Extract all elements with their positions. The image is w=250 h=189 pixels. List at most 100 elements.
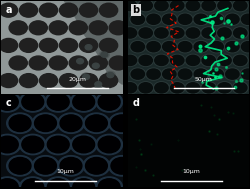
Circle shape (9, 56, 27, 70)
Circle shape (9, 21, 27, 35)
Circle shape (218, 55, 231, 66)
Circle shape (34, 115, 56, 132)
Circle shape (130, 41, 146, 53)
Circle shape (86, 115, 107, 132)
Circle shape (100, 51, 109, 58)
Circle shape (98, 136, 120, 153)
Circle shape (138, 82, 154, 94)
Circle shape (224, 68, 240, 80)
Circle shape (209, 41, 224, 53)
Circle shape (58, 113, 84, 133)
Circle shape (45, 134, 72, 155)
Circle shape (169, 27, 185, 39)
Circle shape (83, 74, 89, 80)
Circle shape (155, 83, 168, 93)
Circle shape (201, 0, 216, 12)
Circle shape (154, 82, 169, 94)
Circle shape (0, 134, 21, 155)
Circle shape (201, 82, 216, 94)
Circle shape (109, 21, 127, 35)
Circle shape (94, 81, 103, 88)
Circle shape (75, 57, 85, 65)
Circle shape (218, 28, 231, 38)
Circle shape (29, 56, 47, 70)
Circle shape (0, 38, 18, 52)
Circle shape (95, 82, 102, 87)
Circle shape (83, 113, 110, 133)
Circle shape (47, 136, 69, 153)
Polygon shape (64, 1, 122, 84)
Circle shape (147, 14, 160, 24)
Circle shape (234, 83, 247, 93)
Circle shape (194, 14, 207, 24)
Circle shape (210, 42, 223, 52)
Circle shape (209, 68, 224, 80)
Circle shape (9, 115, 31, 132)
Circle shape (100, 3, 118, 17)
Circle shape (0, 92, 21, 112)
Circle shape (162, 41, 177, 53)
Circle shape (0, 136, 18, 153)
Circle shape (202, 28, 215, 38)
Circle shape (138, 27, 154, 39)
Circle shape (20, 38, 38, 52)
Circle shape (80, 38, 98, 52)
Circle shape (0, 179, 18, 189)
Circle shape (194, 69, 207, 79)
Circle shape (69, 56, 87, 70)
Circle shape (216, 27, 232, 39)
Circle shape (122, 54, 138, 66)
Circle shape (216, 54, 232, 66)
Circle shape (111, 115, 133, 132)
Circle shape (242, 14, 250, 24)
Circle shape (80, 74, 98, 88)
Circle shape (0, 74, 18, 88)
Text: 10μm: 10μm (56, 169, 74, 174)
Circle shape (47, 94, 69, 110)
Circle shape (49, 56, 67, 70)
Circle shape (216, 0, 232, 12)
Circle shape (108, 156, 135, 176)
Circle shape (178, 42, 192, 52)
Circle shape (122, 27, 138, 39)
Circle shape (73, 94, 94, 110)
Circle shape (111, 157, 133, 174)
Circle shape (22, 94, 44, 110)
Circle shape (101, 52, 108, 57)
Circle shape (89, 21, 107, 35)
Circle shape (0, 3, 18, 17)
Circle shape (232, 54, 248, 66)
Circle shape (186, 28, 200, 38)
Circle shape (123, 55, 136, 66)
Circle shape (108, 113, 135, 133)
Circle shape (60, 38, 78, 52)
Circle shape (201, 27, 216, 39)
Circle shape (80, 3, 98, 17)
Circle shape (147, 69, 160, 79)
Circle shape (185, 82, 201, 94)
Circle shape (73, 179, 94, 189)
Circle shape (106, 71, 115, 79)
Circle shape (9, 157, 31, 174)
Circle shape (240, 13, 250, 25)
Circle shape (45, 177, 72, 189)
Text: 10μm: 10μm (183, 169, 201, 174)
Circle shape (178, 69, 192, 79)
Circle shape (240, 68, 250, 80)
Circle shape (109, 56, 127, 70)
Circle shape (98, 94, 120, 110)
Circle shape (70, 134, 97, 155)
Text: b: b (132, 5, 140, 15)
Circle shape (232, 27, 248, 39)
Circle shape (32, 113, 59, 133)
Circle shape (96, 177, 122, 189)
Circle shape (139, 1, 152, 11)
Circle shape (85, 45, 92, 50)
Circle shape (155, 55, 168, 66)
Circle shape (131, 42, 144, 52)
Circle shape (86, 157, 107, 174)
Circle shape (154, 54, 169, 66)
Circle shape (154, 0, 169, 12)
Circle shape (84, 43, 94, 51)
Circle shape (242, 69, 250, 79)
